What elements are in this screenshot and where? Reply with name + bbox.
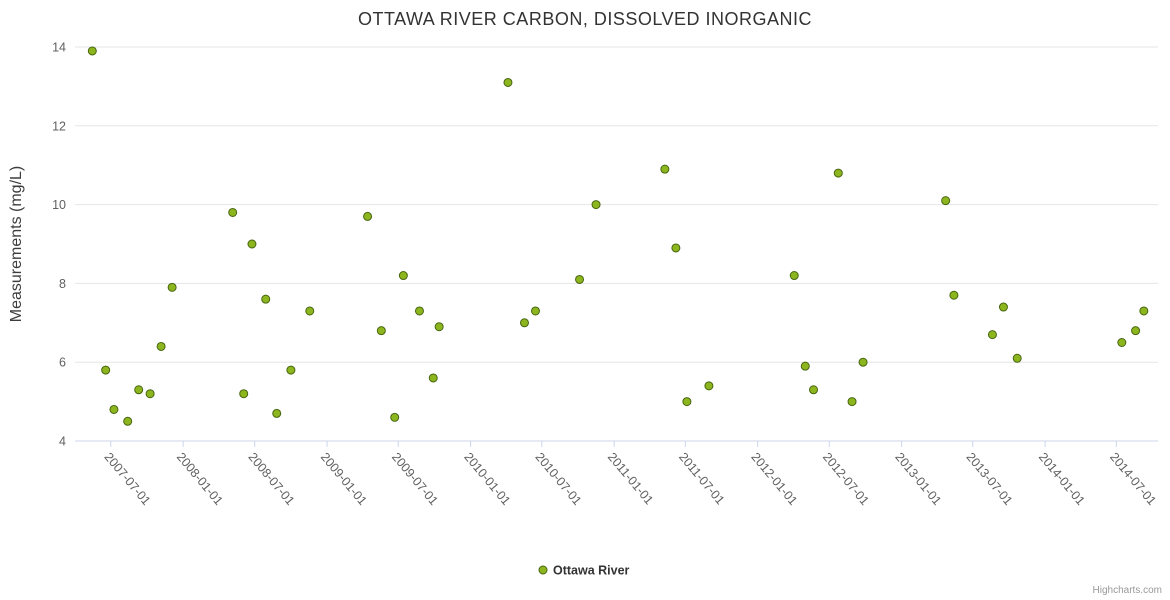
data-point[interactable] [261, 294, 271, 304]
data-point[interactable] [363, 211, 373, 221]
data-point[interactable] [682, 397, 692, 407]
data-point[interactable] [247, 239, 257, 249]
data-point[interactable] [134, 385, 144, 395]
axis-labels-layer: 4 6 8 10 12 14 2007-07-01 2008-01-01 2008-07-01 2… [52, 41, 1159, 508]
y-tick-label: 4 [59, 435, 66, 449]
x-tick-label: 2012-01-01 [748, 450, 800, 508]
y-tick-label: 8 [59, 277, 66, 291]
data-point[interactable] [789, 271, 799, 281]
data-point[interactable] [109, 404, 119, 414]
x-tick-label: 2011-01-01 [605, 450, 656, 507]
data-point[interactable] [123, 416, 133, 426]
data-point[interactable] [519, 318, 529, 328]
data-point[interactable] [376, 326, 386, 336]
data-point[interactable] [305, 306, 315, 316]
data-point[interactable] [800, 361, 810, 371]
data-point[interactable] [671, 243, 681, 253]
data-point[interactable] [833, 168, 843, 178]
chart-title: OTTAWA RIVER CARBON, DISSOLVED INORGANIC [358, 9, 812, 29]
data-point[interactable] [660, 164, 670, 174]
data-point[interactable] [941, 196, 951, 206]
data-point[interactable] [167, 282, 177, 292]
data-point[interactable] [530, 306, 540, 316]
data-point[interactable] [847, 397, 857, 407]
x-tick-label: 2012-07-01 [820, 450, 872, 508]
data-point[interactable] [286, 365, 296, 375]
data-point[interactable] [239, 389, 249, 399]
x-tick-label: 2008-01-01 [174, 450, 226, 508]
legend[interactable]: Ottawa River [538, 564, 630, 578]
x-tick-label: 2013-07-01 [963, 450, 1015, 508]
data-point[interactable] [1117, 338, 1127, 347]
data-point[interactable] [390, 412, 400, 422]
y-tick-label: 12 [52, 119, 66, 133]
series-points-layer [87, 46, 1149, 426]
x-tick-label: 2007-07-01 [101, 450, 153, 508]
x-tick-label: 2010-01-01 [461, 450, 513, 508]
data-point[interactable] [591, 200, 601, 210]
x-tick-label: 2011-07-01 [676, 450, 727, 507]
data-point[interactable] [1012, 353, 1022, 363]
axis-layer [75, 440, 1158, 447]
legend-label[interactable]: Ottawa River [553, 564, 630, 578]
y-axis-title: Measurements (mg/L) [8, 166, 25, 323]
x-tick-label: 2014-01-01 [1036, 450, 1088, 508]
data-point[interactable] [704, 381, 714, 391]
data-point[interactable] [414, 306, 424, 316]
data-point[interactable] [809, 385, 819, 395]
y-tick-label: 6 [59, 356, 66, 370]
x-tick-label: 2009-01-01 [318, 450, 370, 508]
credits-link[interactable]: Highcharts.com [1093, 585, 1162, 596]
data-point[interactable] [858, 357, 868, 367]
data-point[interactable] [398, 271, 408, 281]
data-point[interactable] [228, 207, 238, 217]
x-tick-label: 2010-07-01 [532, 450, 584, 508]
x-tick-label: 2009-07-01 [389, 450, 441, 508]
data-point[interactable] [101, 365, 111, 375]
data-point[interactable] [145, 389, 155, 399]
x-tick-label: 2014-07-01 [1107, 450, 1159, 508]
y-tick-label: 14 [52, 41, 66, 55]
data-point[interactable] [987, 330, 997, 340]
y-tick-label: 10 [52, 198, 66, 212]
legend-marker-icon [538, 565, 548, 575]
data-point[interactable] [998, 302, 1008, 312]
data-point[interactable] [156, 341, 166, 351]
data-point[interactable] [428, 373, 438, 383]
data-point[interactable] [1139, 306, 1149, 316]
data-point[interactable] [575, 274, 585, 284]
x-tick-label: 2008-07-01 [245, 450, 297, 508]
grid-layer [75, 46, 1158, 442]
data-point[interactable] [434, 322, 444, 332]
data-point[interactable] [272, 408, 282, 418]
data-point[interactable] [87, 46, 97, 56]
data-point[interactable] [949, 290, 959, 300]
data-point[interactable] [503, 77, 513, 87]
data-point[interactable] [1131, 326, 1141, 336]
x-tick-label: 2013-01-01 [892, 450, 944, 508]
